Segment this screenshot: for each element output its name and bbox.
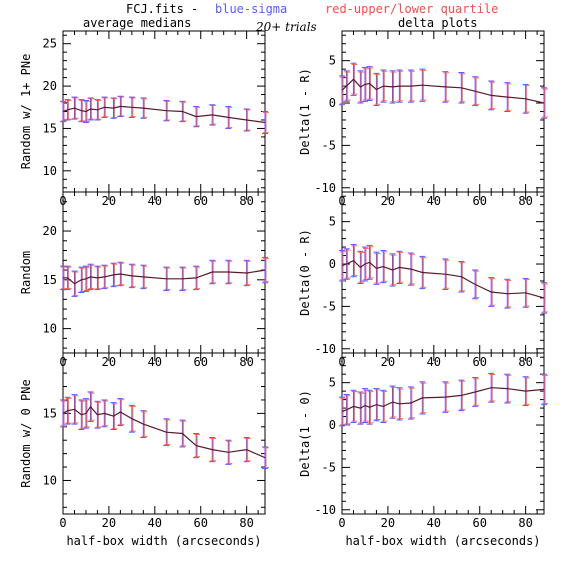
y-tick-label: 10 <box>43 322 57 336</box>
x-tick-label: 40 <box>427 355 441 369</box>
x-tick-label: 20 <box>381 355 395 369</box>
plot-frame <box>341 30 545 193</box>
x-tick-label: 40 <box>148 194 162 208</box>
blue-sigma-label: blue-sigma <box>215 2 287 16</box>
y-tick-label: -10 <box>314 503 336 517</box>
x-tick-label: 60 <box>194 194 208 208</box>
y-tick-label: 15 <box>43 406 57 420</box>
series-line <box>62 405 266 459</box>
x-tick-label: 20 <box>381 516 395 530</box>
x-tick-label: 60 <box>473 194 487 208</box>
panel-left-bottom: 0 20 40 60 80 10 15 Random w/ 0 PNe half-box wid… <box>19 352 269 548</box>
y-tick-label: 0 <box>329 257 336 271</box>
y-tick-label: -5 <box>322 299 336 313</box>
x-tick-label: 80 <box>239 516 253 530</box>
x-axis-label: half-box width (arcseconds) <box>66 534 261 548</box>
y-tick-label: -5 <box>322 460 336 474</box>
y-tick-label: -10 <box>314 181 336 195</box>
plot-frame <box>62 352 266 515</box>
x-tick-label: 80 <box>518 516 532 530</box>
y-tick-label: 10 <box>43 473 57 487</box>
y-tick-label: -5 <box>322 138 336 152</box>
x-tick-label: 0 <box>338 516 345 530</box>
y-tick-label: 5 <box>329 215 336 229</box>
y-axis-label: Delta(1 - 0) <box>298 390 312 477</box>
y-axis-label: Random w/ 0 PNe <box>19 379 33 487</box>
chart-panels: 0 20 40 60 80 10 15 20 25 Random w/ 1+ PNe 0 20 40 60… <box>19 30 548 548</box>
right-column-title: delta plots <box>398 16 477 30</box>
series-line <box>62 105 266 124</box>
x-tick-label: 20 <box>102 516 116 530</box>
x-tick-label: 40 <box>427 194 441 208</box>
y-tick-label: 0 <box>329 418 336 432</box>
plot-frame <box>62 30 266 193</box>
y-tick-label: 15 <box>43 273 57 287</box>
series-line <box>341 259 545 299</box>
x-tick-label: 40 <box>148 355 162 369</box>
y-tick-label: -10 <box>314 342 336 356</box>
x-tick-label: 80 <box>518 355 532 369</box>
y-tick-label: 10 <box>43 164 57 178</box>
y-tick-label: 0 <box>329 96 336 110</box>
left-column-title: average medians <box>83 16 191 30</box>
y-tick-label: 5 <box>329 376 336 390</box>
y-tick-label: 15 <box>43 121 57 135</box>
trials-label: 20+ trials <box>255 20 317 34</box>
series-line <box>63 269 266 285</box>
plot-frame <box>341 191 545 354</box>
series-line <box>341 387 545 413</box>
x-tick-label: 80 <box>239 194 253 208</box>
x-tick-label: 20 <box>102 355 116 369</box>
x-tick-label: 0 <box>59 516 66 530</box>
file-label: FCJ.fits - <box>126 2 198 16</box>
panel-right-bottom: 0 20 40 60 80 -10 -5 0 5 Delta(1 - 0) half-box wid… <box>298 352 548 548</box>
x-tick-label: 60 <box>473 355 487 369</box>
y-axis-label: Random <box>19 251 33 294</box>
y-axis-label: Delta(0 - R) <box>298 229 312 316</box>
x-tick-label: 40 <box>148 516 162 530</box>
x-tick-label: 80 <box>239 355 253 369</box>
x-tick-label: 80 <box>518 194 532 208</box>
y-tick-label: 5 <box>329 54 336 68</box>
x-tick-label: 20 <box>381 194 395 208</box>
x-tick-label: 20 <box>102 194 116 208</box>
plot-frame <box>341 352 545 515</box>
x-tick-label: 60 <box>194 516 208 530</box>
x-tick-label: 60 <box>473 516 487 530</box>
y-axis-label: Random w/ 1+ PNe <box>19 54 33 170</box>
y-tick-label: 25 <box>43 37 57 51</box>
y-tick-label: 20 <box>43 79 57 93</box>
red-quartile-label: red-upper/lower quartile <box>325 2 498 16</box>
x-axis-label: half-box width (arcseconds) <box>345 534 540 548</box>
y-axis-label: Delta(1 - R) <box>298 68 312 155</box>
x-tick-label: 40 <box>427 516 441 530</box>
x-tick-label: 60 <box>194 355 208 369</box>
series-line <box>341 78 545 104</box>
y-tick-label: 20 <box>43 224 57 238</box>
